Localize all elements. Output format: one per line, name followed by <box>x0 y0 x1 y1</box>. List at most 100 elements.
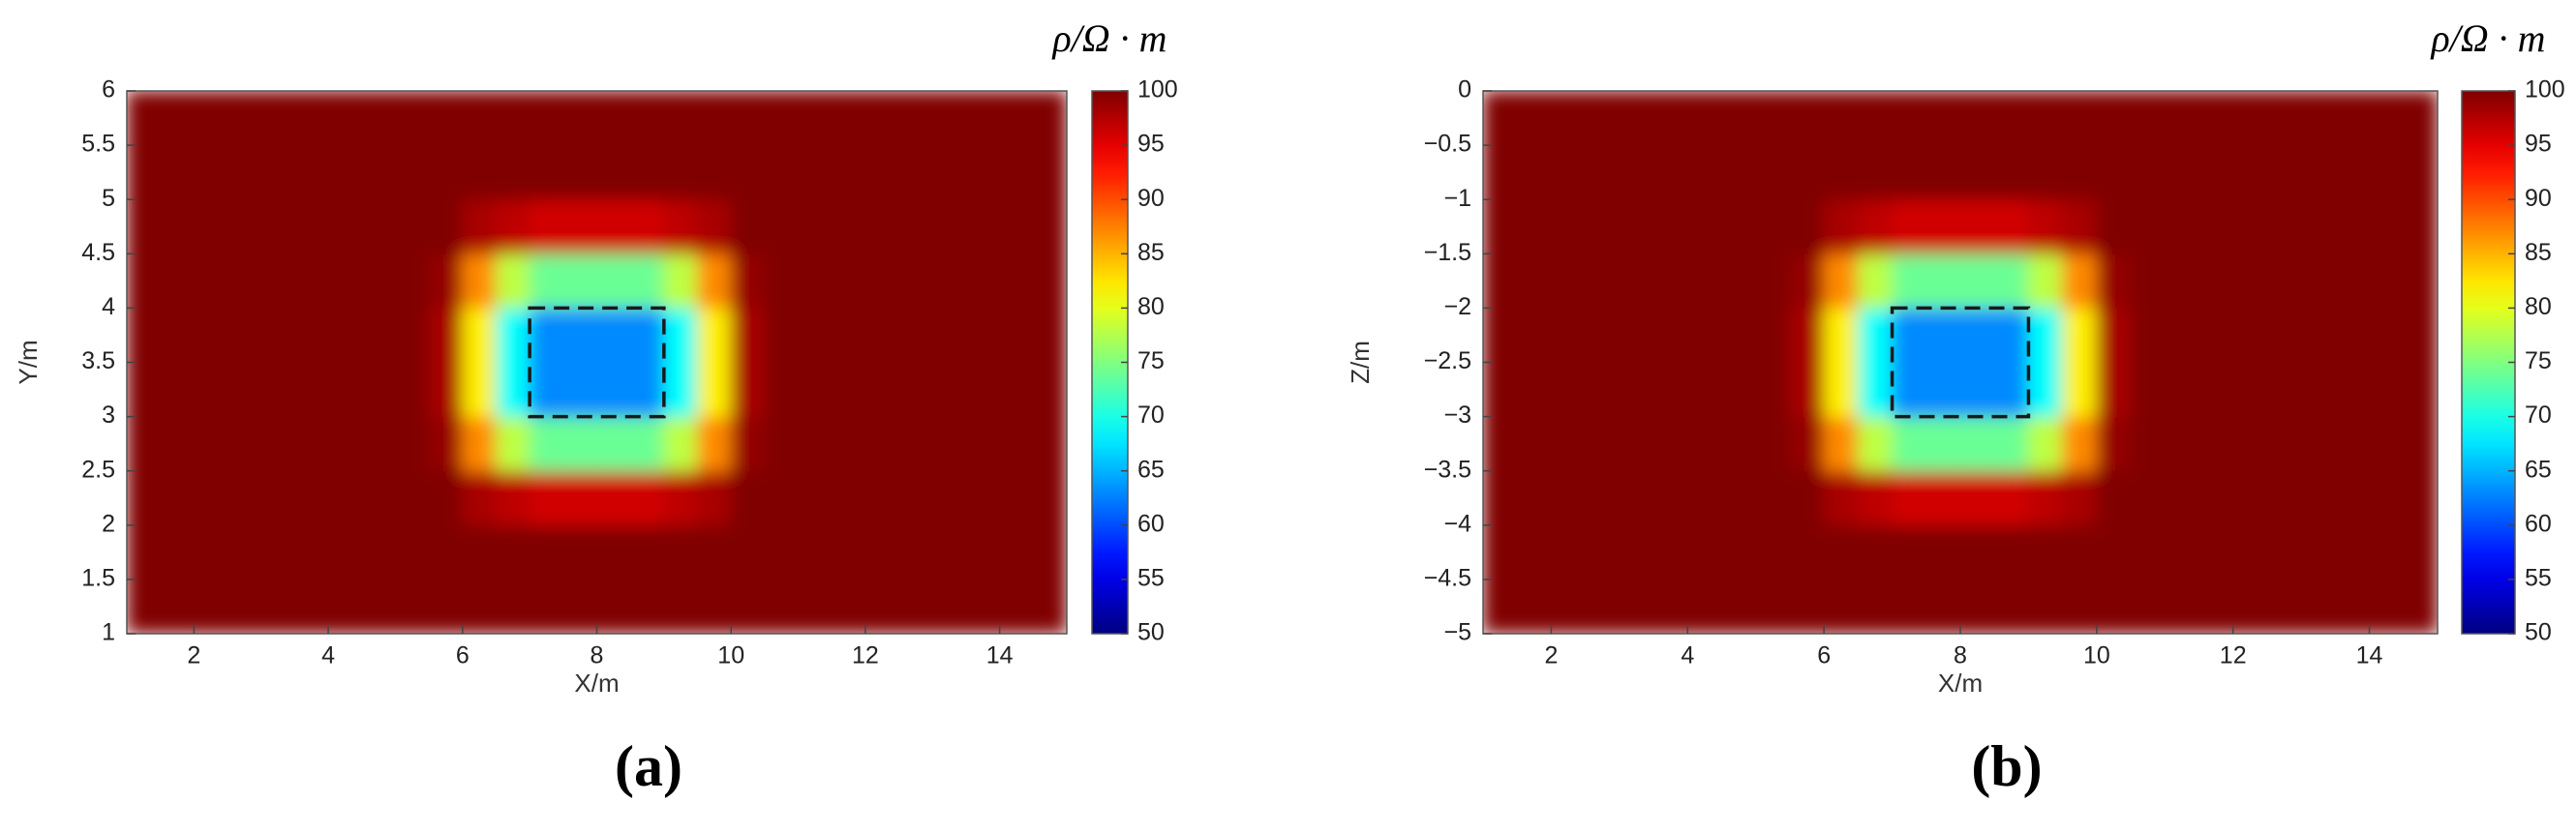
heatmap-cell <box>697 416 732 472</box>
heatmap-cell <box>864 470 900 526</box>
heatmap-cell <box>227 307 262 363</box>
heatmap-cell <box>2096 524 2132 580</box>
heatmap-cell <box>1857 524 1894 580</box>
heatmap-cell <box>1823 198 1859 254</box>
heatmap-cell <box>2198 91 2234 146</box>
heatmap-cell <box>1721 198 1757 254</box>
heatmap-cell <box>293 144 329 200</box>
heatmap-cell <box>764 416 800 472</box>
heatmap-cell <box>260 307 295 363</box>
heatmap-cell <box>1789 579 1825 634</box>
heatmap-cell <box>361 524 396 580</box>
heatmap-cell <box>260 416 295 472</box>
heatmap-cell <box>663 307 699 363</box>
heatmap-cell <box>428 470 464 526</box>
heatmap-cell <box>1686 579 1722 634</box>
heatmap-cell <box>1925 524 1961 580</box>
heatmap-cell <box>999 198 1034 254</box>
heatmap-cell <box>2403 91 2438 146</box>
heatmap-cell <box>629 470 665 526</box>
heatmap-cell <box>227 416 262 472</box>
heatmap-cell <box>596 307 631 363</box>
heatmap-cell <box>1892 416 1927 472</box>
heatmap-cell <box>1925 579 1961 634</box>
y-tick-label: 0 <box>1458 76 1471 104</box>
heatmap-cell <box>764 253 800 309</box>
heatmap-cell <box>1721 91 1757 146</box>
x-axis-label: X/m <box>574 669 619 698</box>
heatmap-cell <box>361 91 396 146</box>
heatmap-cell <box>931 416 967 472</box>
heatmap-cell <box>831 198 866 254</box>
colorbar-tick-label: 100 <box>2525 76 2565 104</box>
heatmap-cell <box>864 579 900 634</box>
y-tick-label: 5 <box>102 185 115 212</box>
heatmap-cell <box>2096 362 2132 418</box>
colorbar-tick-label: 70 <box>1137 402 1165 429</box>
heatmap-cell <box>529 470 564 526</box>
heatmap-cell <box>1619 91 1654 146</box>
heatmap-cell <box>831 253 866 309</box>
heatmap-cell <box>293 470 329 526</box>
heatmap-cell <box>697 253 732 309</box>
colorbar-tick-label: 65 <box>2525 456 2552 483</box>
heatmap-cell <box>1755 470 1791 526</box>
heatmap-cell <box>663 362 699 418</box>
heatmap-cell <box>697 524 732 580</box>
heatmap-cell <box>2027 524 2064 580</box>
heatmap-cell <box>529 362 564 418</box>
heatmap-cell <box>2027 307 2064 363</box>
heatmap-cell <box>428 253 464 309</box>
heatmap-cell <box>495 91 530 146</box>
heatmap-cell <box>1032 524 1067 580</box>
heatmap-cell <box>2300 198 2336 254</box>
heatmap-cell <box>1550 144 1587 200</box>
heatmap-cell <box>227 144 262 200</box>
colorbar-tick-label: 50 <box>2525 619 2552 646</box>
x-tick-label: 8 <box>591 642 604 669</box>
heatmap-cell <box>428 91 464 146</box>
heatmap-cell <box>1652 144 1688 200</box>
x-tick-label: 4 <box>1681 642 1694 669</box>
heatmap-cell <box>160 307 195 363</box>
heatmap-cell <box>596 198 631 254</box>
heatmap-cell <box>2164 416 2199 472</box>
heatmap-cell <box>1857 198 1894 254</box>
heatmap-cell <box>1619 579 1654 634</box>
heatmap-cell <box>898 144 933 200</box>
heatmap-cell <box>2232 524 2268 580</box>
heatmap-cell <box>1755 253 1791 309</box>
heatmap-cell <box>2232 144 2268 200</box>
heatmap-cell <box>462 91 497 146</box>
heatmap-cell <box>2403 416 2438 472</box>
colorbar-tick-label: 70 <box>2525 402 2552 429</box>
heatmap-cell <box>2062 470 2098 526</box>
heatmap-cell <box>2266 91 2302 146</box>
heatmap-cell <box>2403 144 2438 200</box>
heatmap-cell <box>1959 579 1995 634</box>
heatmap-cell <box>193 416 228 472</box>
heatmap-cell <box>697 144 732 200</box>
heatmap-cell <box>1585 253 1621 309</box>
heatmap-cell <box>361 198 396 254</box>
heatmap-cell <box>293 524 329 580</box>
heatmap-cell <box>1550 307 1587 363</box>
heatmap-cell <box>2130 579 2166 634</box>
heatmap-cell <box>931 144 967 200</box>
heatmap-cell <box>2198 416 2234 472</box>
heatmap-cell <box>1483 416 1518 472</box>
colorbar <box>2461 90 2516 635</box>
heatmap-cell <box>1993 144 2029 200</box>
y-tick-label: 4 <box>102 293 115 320</box>
heatmap-cell <box>495 524 530 580</box>
heatmap-cell <box>999 579 1034 634</box>
heatmap-cell <box>1585 198 1621 254</box>
colorbar-tick-label: 60 <box>1137 510 1165 537</box>
y-tick-label: 3 <box>102 402 115 429</box>
heatmap-cell <box>394 253 430 309</box>
heatmap-cell <box>2062 362 2098 418</box>
heatmap-cell <box>764 524 800 580</box>
heatmap-cell <box>1892 253 1927 309</box>
heatmap-cell <box>730 416 766 472</box>
heatmap-cell <box>1925 470 1961 526</box>
